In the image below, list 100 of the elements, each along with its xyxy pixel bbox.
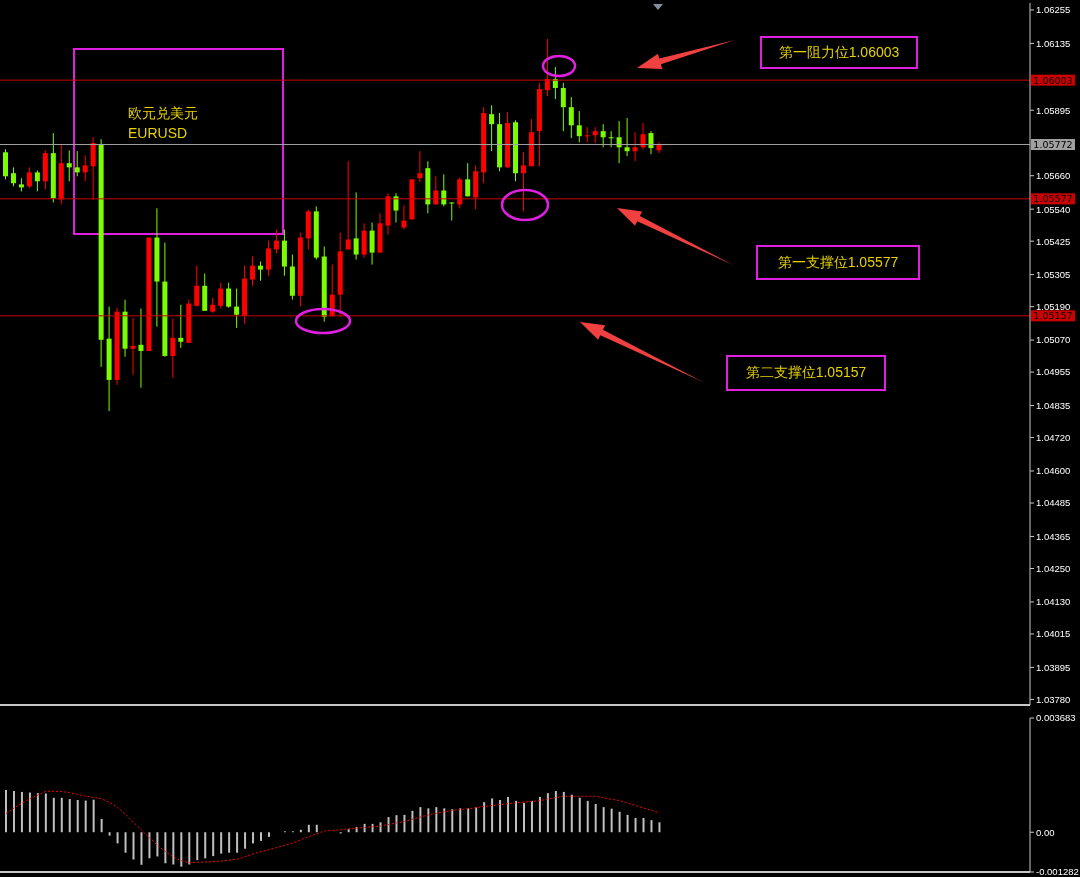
text: EURUSD	[128, 125, 188, 141]
bar	[236, 832, 239, 853]
y-tick-label: -0.001282	[1036, 866, 1079, 877]
ref-line-label: 1.06003	[1033, 74, 1073, 86]
bar	[267, 832, 270, 837]
bar	[538, 796, 541, 833]
bar	[586, 800, 589, 833]
bar	[530, 800, 533, 833]
bar	[475, 807, 478, 833]
candlestick	[82, 154, 88, 182]
candlestick	[26, 166, 32, 189]
bar	[196, 832, 199, 861]
text: 欧元兑美元	[128, 105, 198, 123]
y-tick-label: 1.05190	[1036, 301, 1071, 313]
y-tick-label: 1.04485	[1036, 497, 1071, 509]
y-tick-label: 1.05660	[1036, 170, 1071, 182]
candlestick	[608, 130, 614, 148]
bar	[180, 832, 183, 867]
candlestick	[194, 265, 200, 308]
y-tick-label: 1.03780	[1036, 693, 1071, 705]
bar	[427, 808, 430, 833]
bar	[100, 818, 103, 833]
candlestick	[616, 120, 622, 164]
candlestick	[648, 130, 654, 155]
bar	[5, 790, 7, 833]
bar	[347, 829, 350, 833]
candlestick	[250, 256, 256, 287]
y-tick-label: 0.00	[1036, 826, 1055, 838]
candlestick	[178, 304, 184, 349]
candlestick	[417, 150, 423, 183]
candlestick	[345, 160, 351, 251]
bar	[204, 832, 207, 859]
candlestick	[624, 117, 630, 157]
ref-line-label: 1.05157	[1033, 310, 1073, 322]
bar	[634, 817, 637, 833]
y-tick-label: 1.05540	[1036, 203, 1071, 215]
ref-line-label: 1.05577	[1033, 193, 1073, 205]
bar	[499, 799, 502, 833]
bar	[642, 817, 645, 833]
bar	[260, 832, 263, 841]
bar	[108, 832, 111, 836]
y-tick-label: 1.05895	[1036, 104, 1071, 116]
bar	[164, 832, 167, 864]
candlestick	[273, 228, 279, 254]
y-tick-label: 1.06135	[1036, 37, 1071, 49]
y-tick-label: 1.04720	[1036, 431, 1071, 443]
bar	[570, 794, 573, 833]
y-tick-label: 0.003683	[1036, 712, 1076, 724]
bar	[618, 811, 621, 833]
candlestick	[258, 261, 264, 282]
candlestick	[90, 136, 96, 200]
bar	[483, 802, 486, 833]
candlestick	[10, 166, 16, 187]
y-tick-label: 1.04130	[1036, 596, 1071, 608]
bar	[60, 797, 63, 833]
candlestick	[34, 169, 40, 192]
bar	[36, 793, 39, 833]
bar	[522, 803, 525, 833]
bar	[411, 810, 414, 833]
bar	[594, 804, 597, 833]
bar	[228, 832, 231, 853]
bar	[140, 832, 143, 865]
bar	[44, 793, 47, 833]
y-tick-label: 1.04365	[1036, 530, 1071, 542]
y-tick-label: 1.04250	[1036, 562, 1071, 574]
candlestick	[353, 191, 359, 261]
candlestick	[361, 222, 367, 259]
bar	[515, 800, 518, 833]
bar	[491, 798, 494, 833]
bar	[68, 799, 71, 833]
bar	[395, 815, 398, 833]
bar	[12, 790, 15, 833]
bar	[220, 832, 223, 854]
y-tick-label: 1.04600	[1036, 465, 1071, 477]
y-tick-label: 1.05305	[1036, 268, 1071, 280]
bar	[554, 790, 557, 833]
bar	[84, 800, 87, 833]
ref-line-label: 1.05772	[1033, 139, 1073, 151]
bar	[212, 832, 215, 857]
candlestick	[489, 104, 495, 152]
bar	[132, 832, 135, 860]
candlestick	[401, 205, 407, 230]
bar	[92, 799, 95, 833]
bar	[546, 793, 549, 833]
candlestick	[138, 308, 144, 389]
bar	[20, 791, 23, 833]
candlestick	[520, 151, 526, 212]
annotation: 第一阻力位1.06003	[760, 36, 918, 69]
bar	[451, 809, 454, 833]
y-tick-label: 1.04955	[1036, 366, 1071, 378]
bar	[315, 824, 318, 833]
candlestick	[234, 288, 240, 329]
candlestick	[600, 123, 606, 148]
bar	[602, 807, 605, 833]
bar	[307, 824, 310, 833]
bar	[116, 832, 119, 844]
bar	[443, 808, 446, 833]
candlestick	[576, 110, 582, 143]
annotation: 第二支撑位1.05157	[726, 355, 886, 391]
bar	[403, 814, 406, 833]
